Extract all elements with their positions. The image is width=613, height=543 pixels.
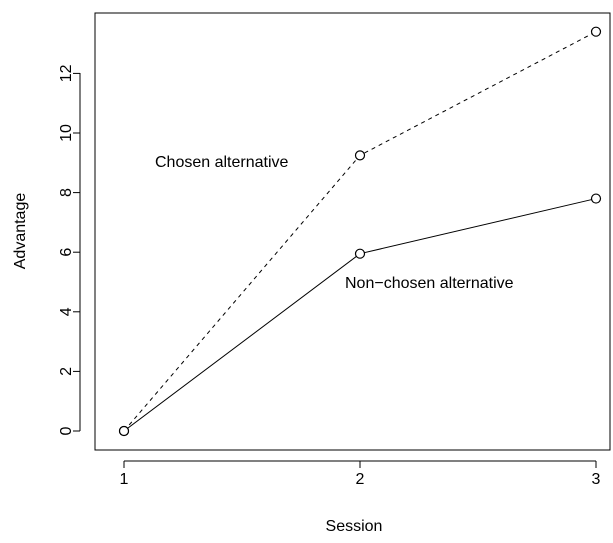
x-axis-label: Session — [326, 518, 383, 535]
non-chosen-alternative-point — [118, 425, 130, 437]
y-tick-label: 8 — [58, 188, 75, 197]
y-axis-label: Advantage — [12, 193, 29, 270]
non-chosen-alternative-label: Non−chosen alternative — [345, 275, 514, 292]
y-tick-label: 6 — [58, 248, 75, 257]
x-axis-ticks: 1 2 3 — [120, 461, 601, 488]
y-tick-label: 2 — [58, 367, 75, 376]
x-tick-label: 3 — [592, 471, 601, 488]
chosen-alternative-point — [590, 26, 602, 37]
non-chosen-alternative-point — [354, 248, 366, 259]
non-chosen-alternative-point — [590, 193, 602, 204]
x-tick-label: 1 — [120, 471, 129, 488]
plot-frame — [94, 12, 611, 451]
chosen-alternative-label: Chosen alternative — [155, 154, 289, 171]
y-axis-ticks: 0 2 4 6 8 10 12 — [58, 64, 80, 435]
series-layer — [118, 26, 602, 437]
x-tick-label: 2 — [356, 471, 365, 488]
y-tick-label: 4 — [58, 307, 75, 316]
chosen-alternative-point — [354, 150, 366, 161]
y-tick-label: 0 — [58, 426, 75, 435]
y-tick-label: 12 — [58, 64, 75, 82]
y-tick-label: 10 — [58, 124, 75, 142]
